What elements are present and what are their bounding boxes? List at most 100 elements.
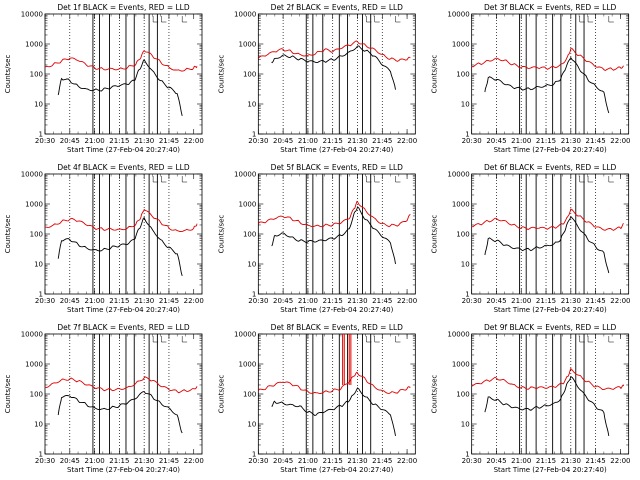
bracket-mark bbox=[374, 176, 380, 183]
y-tick-label: 10 bbox=[247, 101, 256, 109]
y-axis-label: Counts/sec bbox=[4, 375, 12, 414]
y-tick-label: 100 bbox=[243, 71, 256, 79]
events-series-line bbox=[271, 387, 396, 436]
x-tick-label: 22:00 bbox=[610, 297, 630, 305]
panel-title: Det 8f BLACK = Events, RED = LLD bbox=[271, 323, 404, 332]
bracket-mark bbox=[608, 176, 614, 183]
y-tick-label: 1000 bbox=[25, 41, 43, 49]
x-tick-label: 20:45 bbox=[60, 137, 80, 145]
y-tick-label: 1000 bbox=[452, 361, 470, 369]
lld-series-line bbox=[471, 48, 624, 72]
x-tick-label: 21:30 bbox=[561, 297, 581, 305]
x-tick-label: 20:30 bbox=[462, 457, 482, 465]
y-tick-label: 10 bbox=[461, 261, 470, 269]
bracket-mark bbox=[181, 16, 188, 23]
y-tick-label: 10000 bbox=[447, 11, 469, 19]
y-tick-label: 1 bbox=[465, 451, 469, 459]
y-tick-label: 1 bbox=[252, 291, 256, 299]
x-tick-label: 21:45 bbox=[159, 297, 179, 305]
x-tick-label: 20:30 bbox=[35, 137, 55, 145]
y-tick-label: 10 bbox=[247, 261, 256, 269]
x-axis-label: Start Time (27-Feb-04 20:27:40) bbox=[494, 306, 607, 314]
x-tick-label: 20:30 bbox=[248, 297, 268, 305]
detector-panel: Det 1f BLACK = Events, RED = LLD 1 10 100 10… bbox=[4, 3, 204, 154]
y-axis-label: Counts/sec bbox=[217, 55, 225, 94]
x-tick-label: 21:45 bbox=[586, 297, 606, 305]
y-tick-label: 10000 bbox=[21, 11, 43, 19]
x-tick-label: 22:00 bbox=[610, 137, 630, 145]
x-tick-label: 20:45 bbox=[273, 137, 293, 145]
y-tick-label: 1 bbox=[39, 451, 43, 459]
x-tick-label: 20:30 bbox=[35, 297, 55, 305]
x-tick-label: 21:00 bbox=[84, 137, 104, 145]
bracket-mark bbox=[579, 176, 585, 183]
x-tick-label: 21:30 bbox=[134, 137, 154, 145]
x-tick-label: 20:45 bbox=[486, 457, 506, 465]
bracket-mark bbox=[152, 16, 159, 23]
x-tick-label: 21:00 bbox=[298, 457, 318, 465]
y-axis-label: Counts/sec bbox=[217, 375, 225, 414]
panel-title: Det 9f BLACK = Events, RED = LLD bbox=[484, 323, 617, 332]
panel-title: Det 6f BLACK = Events, RED = LLD bbox=[484, 163, 617, 172]
plot-frame bbox=[257, 173, 416, 295]
x-tick-label: 21:30 bbox=[134, 297, 154, 305]
y-tick-label: 10 bbox=[247, 421, 256, 429]
x-axis-label: Start Time (27-Feb-04 20:27:40) bbox=[280, 466, 393, 474]
panel-title: Det 3f BLACK = Events, RED = LLD bbox=[484, 3, 617, 12]
bracket-mark bbox=[152, 176, 159, 183]
y-tick-label: 1000 bbox=[239, 361, 257, 369]
bracket-mark bbox=[395, 336, 401, 343]
bracket-mark bbox=[374, 16, 380, 23]
y-tick-label: 10000 bbox=[21, 171, 43, 179]
x-tick-label: 22:00 bbox=[610, 457, 630, 465]
y-tick-label: 1000 bbox=[25, 361, 43, 369]
x-tick-label: 20:30 bbox=[35, 457, 55, 465]
x-axis-label: Start Time (27-Feb-04 20:27:40) bbox=[494, 466, 607, 474]
y-tick-label: 10000 bbox=[447, 331, 469, 339]
y-tick-label: 10 bbox=[461, 421, 470, 429]
y-tick-label: 100 bbox=[456, 71, 469, 79]
x-tick-label: 20:30 bbox=[462, 137, 482, 145]
detector-panel: Det 2f BLACK = Events, RED = LLD 1 10 100 10… bbox=[217, 3, 417, 154]
lld-series-line bbox=[257, 40, 411, 62]
x-tick-label: 21:15 bbox=[323, 457, 343, 465]
x-tick-label: 21:15 bbox=[323, 297, 343, 305]
panel-title: Det 5f BLACK = Events, RED = LLD bbox=[271, 163, 404, 172]
x-tick-label: 21:30 bbox=[347, 457, 367, 465]
plot-frame bbox=[471, 173, 630, 295]
x-tick-label: 22:00 bbox=[184, 137, 204, 145]
y-tick-label: 10000 bbox=[21, 331, 43, 339]
panel-title: Det 7f BLACK = Events, RED = LLD bbox=[57, 323, 190, 332]
x-tick-label: 21:30 bbox=[561, 137, 581, 145]
x-tick-label: 20:45 bbox=[60, 457, 80, 465]
panel-title: Det 1f BLACK = Events, RED = LLD bbox=[57, 3, 190, 12]
x-tick-label: 21:15 bbox=[109, 137, 129, 145]
x-tick-label: 21:45 bbox=[372, 137, 392, 145]
x-tick-label: 21:15 bbox=[109, 297, 129, 305]
x-tick-label: 21:45 bbox=[586, 457, 606, 465]
x-tick-label: 21:15 bbox=[536, 457, 556, 465]
plot-frame bbox=[257, 13, 416, 135]
x-axis-label: Start Time (27-Feb-04 20:27:40) bbox=[494, 146, 607, 154]
bracket-mark bbox=[161, 176, 167, 183]
events-series-line bbox=[271, 45, 396, 90]
events-series-line bbox=[271, 206, 396, 265]
bracket-mark bbox=[579, 336, 585, 343]
x-tick-label: 21:45 bbox=[159, 457, 179, 465]
x-tick-label: 21:15 bbox=[536, 297, 556, 305]
events-series-line bbox=[484, 215, 610, 274]
y-tick-label: 1000 bbox=[25, 201, 43, 209]
y-axis-label: Counts/sec bbox=[431, 55, 439, 94]
x-tick-label: 22:00 bbox=[184, 457, 204, 465]
x-axis-label: Start Time (27-Feb-04 20:27:40) bbox=[280, 146, 393, 154]
x-tick-label: 21:15 bbox=[323, 137, 343, 145]
detector-panel: Det 9f BLACK = Events, RED = LLD 1 10 100 10… bbox=[431, 323, 631, 474]
detector-panel: Det 8f BLACK = Events, RED = LLD 1 10 100 10… bbox=[217, 323, 417, 474]
events-series-line bbox=[57, 216, 183, 277]
plot-frame bbox=[471, 13, 630, 135]
y-tick-label: 1000 bbox=[239, 41, 257, 49]
x-tick-label: 22:00 bbox=[397, 297, 417, 305]
y-tick-label: 1000 bbox=[452, 201, 470, 209]
y-axis-label: Counts/sec bbox=[431, 375, 439, 414]
bracket-mark bbox=[608, 16, 614, 23]
